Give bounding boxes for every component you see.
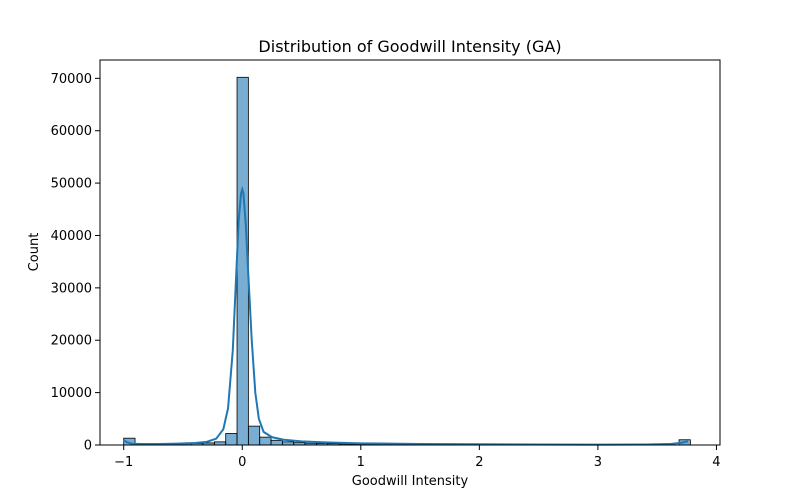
y-axis-label: Count xyxy=(27,233,42,272)
histogram-bar xyxy=(225,433,238,446)
x-tick-label: 2 xyxy=(475,455,483,470)
y-axis-ticks: 0 10000 20000 30000 40000 50000 60000 70000 xyxy=(51,72,100,454)
y-tick-label: 40000 xyxy=(51,229,92,244)
plot-frame xyxy=(99,59,721,446)
y-tick-label: 20000 xyxy=(51,334,92,349)
histogram-bar xyxy=(270,439,283,446)
x-tick-label: 1 xyxy=(357,455,365,470)
x-tick-label: 0 xyxy=(238,455,246,470)
x-axis-ticks: −1 0 1 2 3 4 xyxy=(114,445,721,470)
y-tick-label: 70000 xyxy=(51,72,92,87)
x-tick-label: 3 xyxy=(594,455,602,470)
x-tick-label: 4 xyxy=(712,455,720,470)
y-tick-label: 30000 xyxy=(51,281,92,296)
x-tick-label: −1 xyxy=(114,455,133,470)
y-tick-label: 60000 xyxy=(51,124,92,139)
chart-title: Distribution of Goodwill Intensity (GA) xyxy=(258,37,561,56)
histogram-bar xyxy=(259,436,272,446)
kde-line xyxy=(123,185,689,446)
y-tick-label: 0 xyxy=(84,439,92,454)
y-tick-label: 50000 xyxy=(51,177,92,192)
y-tick-label: 10000 xyxy=(51,386,92,401)
x-axis-label: Goodwill Intensity xyxy=(352,474,469,489)
histogram-bar xyxy=(247,425,261,446)
